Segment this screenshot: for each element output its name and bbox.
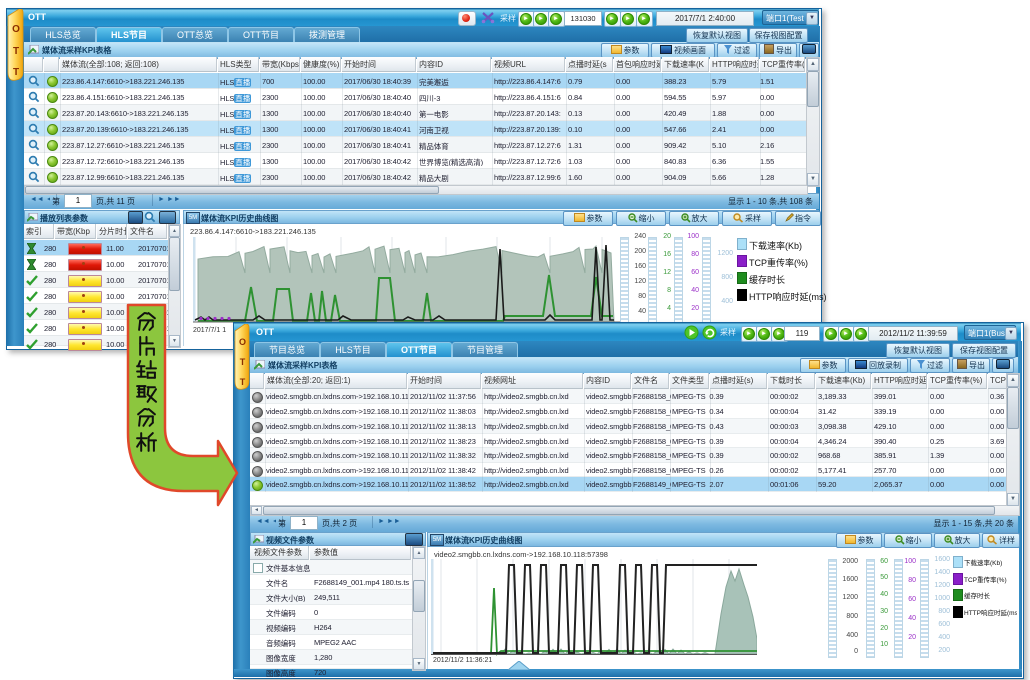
svg-text:T: T [13, 67, 19, 78]
svg-text:T: T [13, 46, 19, 57]
svg-text:O: O [12, 24, 20, 35]
svg-text:T: T [240, 377, 246, 387]
svg-text:T: T [240, 357, 246, 367]
svg-text:O: O [239, 337, 246, 347]
